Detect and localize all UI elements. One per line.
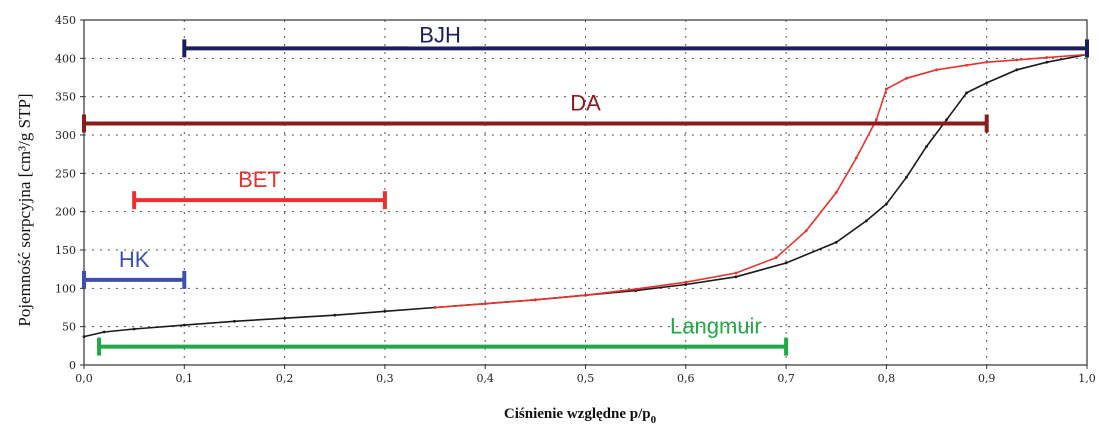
range-bar-da: DA [82,91,989,133]
series-point-2 [1045,56,1049,59]
series-point-2 [854,156,858,160]
series-point-2 [874,118,878,122]
y-tick-label: 400 [55,52,76,65]
x-tick-label: 0,8 [878,372,896,385]
x-tick-label: 0,9 [978,372,996,385]
y-tick-label: 200 [55,206,76,219]
series-point-2 [774,256,778,260]
y-tick-label: 0 [69,359,76,372]
series-point-2 [905,76,908,80]
series-point-1 [102,330,106,334]
series-point-2 [1015,58,1019,62]
range-bar-bjh: BJH [182,22,1089,58]
series-line-2 [434,53,1088,309]
series-point-1 [383,309,387,313]
series-point-2 [804,229,808,233]
series-point-1 [283,316,286,320]
series-point-1 [945,118,948,122]
range-label-bjh: BJH [419,22,461,47]
series-point-2 [433,306,437,309]
x-axis-label-subscript: 0 [651,414,657,426]
series-point-1 [1045,60,1049,64]
series-point-1 [333,313,337,317]
range-bar-langmuir: Langmuir [97,314,789,356]
series-point-1 [965,91,969,95]
x-tick-label: 0,6 [677,372,695,385]
range-label-da: DA [570,91,601,116]
series-point-1 [734,275,738,279]
series-point-2 [584,293,587,297]
series-point-1 [925,145,928,148]
y-tick-label: 450 [55,14,76,27]
series-point-1 [82,335,86,339]
range-label-bet: BET [238,167,281,192]
series-point-1 [1015,68,1019,72]
y-tick-label: 250 [55,167,76,180]
x-tick-label: 0,7 [777,372,795,385]
series-point-2 [885,87,888,91]
series-point-1 [784,261,788,265]
series-point-2 [985,60,989,64]
series-point-1 [985,81,989,85]
series-point-2 [483,302,487,306]
y-tick-label: 300 [55,129,76,142]
series-point-2 [533,298,537,302]
series-point-1 [132,327,136,331]
series-point-2 [834,191,838,194]
x-axis-label-text: Ciśnienie względne p/p [504,406,651,422]
x-tick-label: 0,2 [276,372,294,385]
y-tick-label: 100 [55,282,76,295]
series-point-1 [684,283,688,286]
range-bar-bet: BET [132,167,387,210]
series-point-1 [834,240,838,244]
y-tick-label: 150 [55,244,76,257]
series-point-2 [684,280,688,284]
x-tick-label: 0,5 [577,372,595,385]
series-point-1 [885,202,888,206]
series-layer [82,53,1089,339]
y-axis-label: Pojemność sorpcyjna [cm³/g STP] [15,93,34,326]
x-tick-label: 0,4 [476,372,494,385]
x-tick-label: 0,1 [176,372,194,385]
series-point-1 [905,175,908,179]
x-axis-label: Ciśnienie względne p/p0 [504,406,657,426]
series-point-2 [965,63,969,67]
plot-frame [83,19,1088,366]
series-point-1 [233,319,236,323]
series-point-1 [864,219,868,223]
range-label-bg [408,22,473,47]
range-bar-hk: HK [82,247,187,289]
y-tick-label: 350 [55,91,76,104]
x-tick-label: 1,0 [1078,372,1096,385]
range-label-langmuir: Langmuir [670,314,762,339]
range-label-hk: HK [119,247,150,272]
series-point-2 [935,68,938,72]
grid-layer [84,20,1087,365]
y-tick-label: 50 [62,321,76,334]
series-point-1 [182,323,186,327]
tick-labels-layer: 0,0 0,1 0,2 0,3 0,4 0,5 0,6 0,7 0,8 0,9 1,0 0 50 100 1… [55,14,1096,385]
x-tick-label: 0,3 [376,372,394,385]
series-point-2 [634,287,638,291]
x-tick-label: 0,0 [75,372,93,385]
series-point-2 [734,271,738,275]
range-bars-layer: BJH DA BET HK Langmuir [82,22,1089,356]
